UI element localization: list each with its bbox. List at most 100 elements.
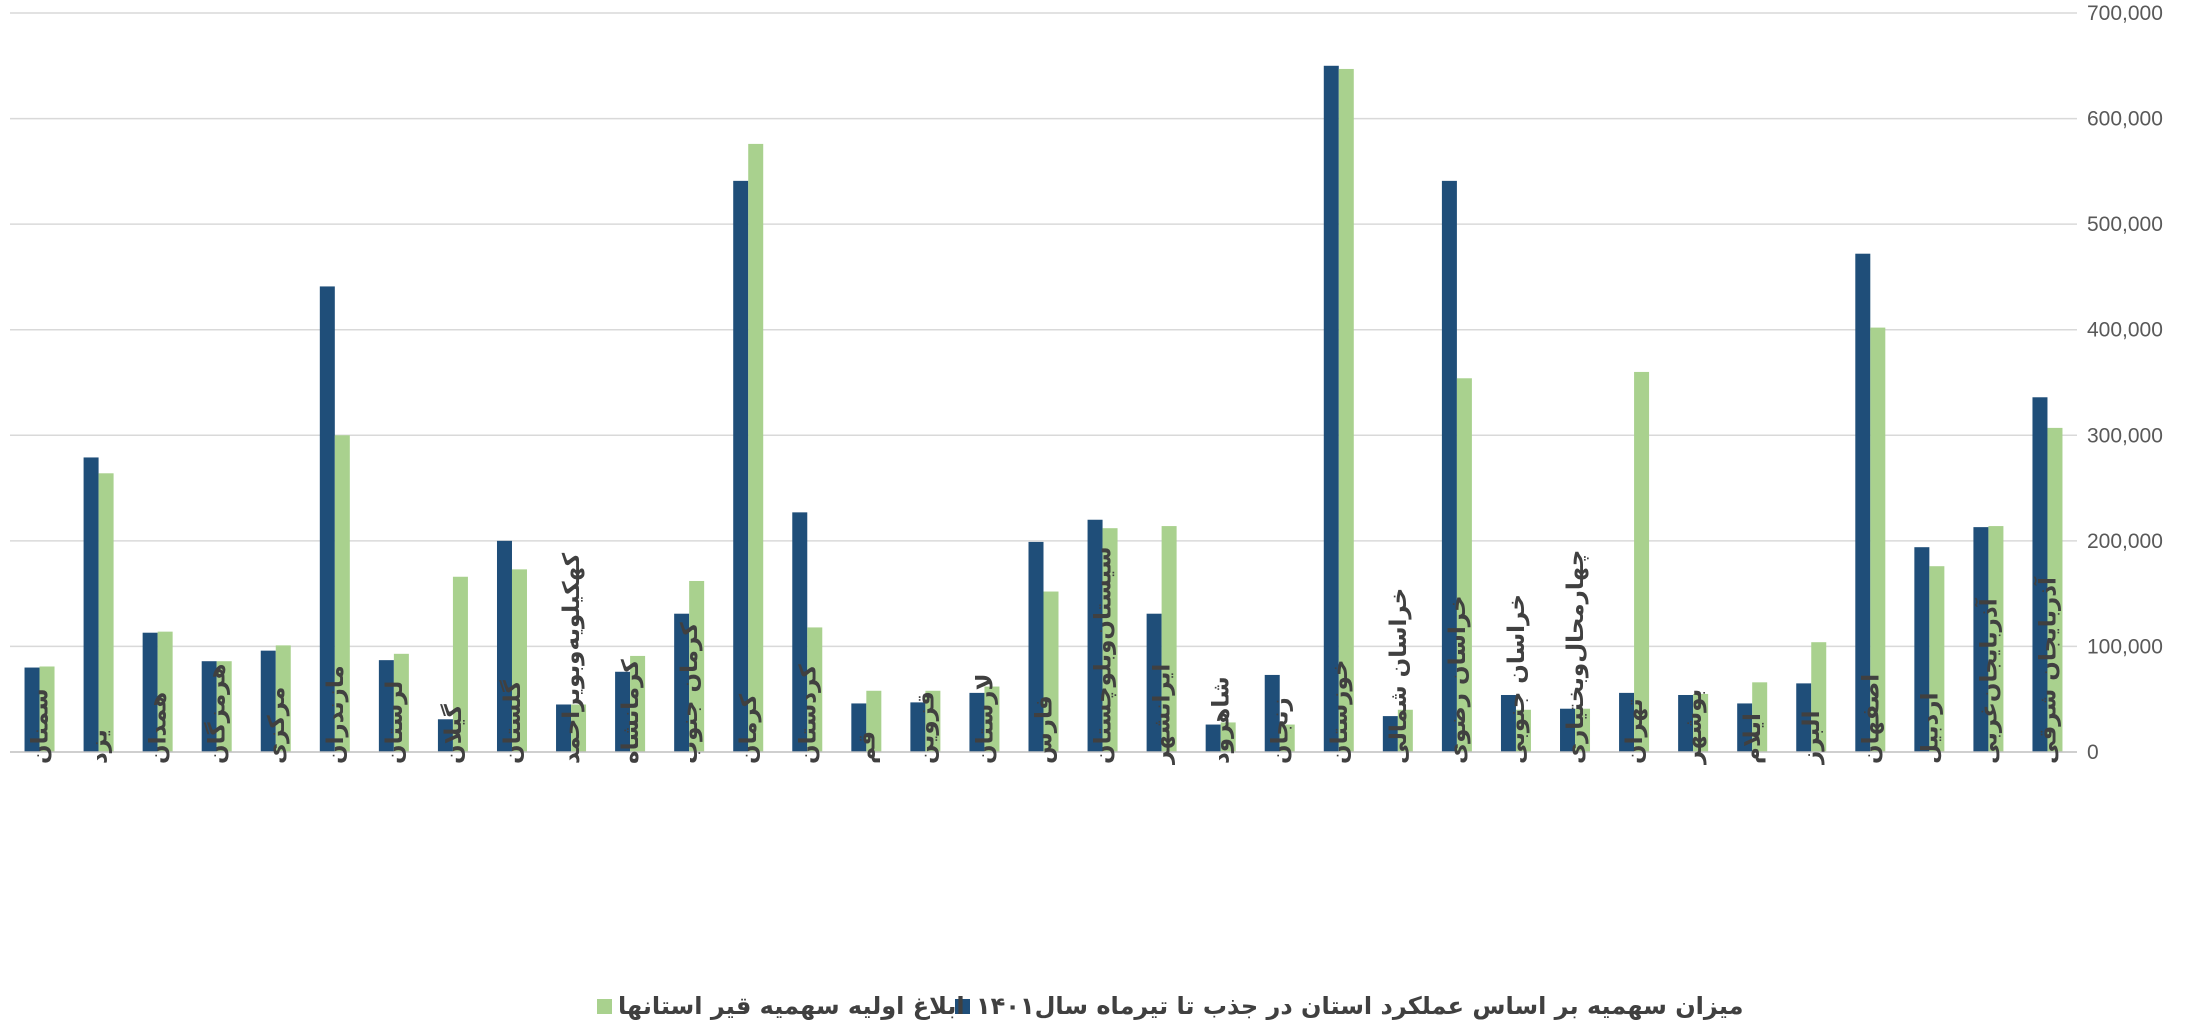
- bar-series-2: [571, 704, 587, 752]
- bar-series-2: [39, 666, 55, 752]
- bar-series-1: [556, 704, 572, 752]
- legend-swatch-series-2: [597, 999, 612, 1014]
- bar-series-1: [201, 661, 217, 752]
- bar-series-2: [1397, 709, 1413, 752]
- x-tick-label: تهران: [1622, 698, 1648, 764]
- bar-series-1: [1737, 703, 1753, 752]
- bar-series-1: [260, 650, 276, 752]
- bar-series-1: [1264, 674, 1280, 752]
- legend-swatch-series-1: [955, 999, 970, 1014]
- legend: میزان سهمیه بر اساس عملکرد استان در جذب …: [597, 992, 1743, 1020]
- y-tick-label: 300,000: [2087, 424, 2163, 447]
- x-tick-label: سمنان: [28, 688, 54, 764]
- bar-series-1: [969, 692, 985, 752]
- bar-series-2: [1515, 709, 1531, 752]
- bar-series-1: [1560, 708, 1576, 752]
- bar-series-2: [1279, 724, 1295, 752]
- bar-series-1: [851, 703, 867, 752]
- bar-series-1: [1087, 519, 1103, 752]
- x-tick-label: کرمان: [736, 693, 762, 764]
- bar-series-1: [142, 632, 158, 752]
- y-tick-label: 0: [2087, 741, 2099, 764]
- y-tick-label: 200,000: [2087, 530, 2163, 553]
- bar-series-2: [1043, 591, 1059, 752]
- bar-series-1: [496, 540, 512, 752]
- bar-series-1: [1323, 65, 1339, 753]
- x-tick-label: لرستان: [382, 681, 408, 764]
- x-tick-label: شاهرود: [1209, 676, 1235, 764]
- bar-series-2: [452, 576, 468, 752]
- bar-series-1: [1855, 253, 1871, 752]
- bar-series-1: [733, 180, 749, 752]
- x-tick-label: سیستان‌وبلوچستان: [1091, 547, 1117, 764]
- bar-series-2: [1161, 526, 1177, 752]
- bar-series-1: [1441, 180, 1457, 752]
- x-tick-label: خراسان شمالی: [1386, 588, 1412, 764]
- bar-series-2: [1811, 642, 1827, 752]
- bar-series-1: [378, 660, 394, 752]
- x-tick-label: خراسان جنوبی: [1504, 594, 1530, 764]
- legend-item-series-2: ابلاغ اولیه سهمیه قیر استانها: [597, 992, 965, 1020]
- bar-series-2: [925, 690, 941, 752]
- bar-series-2: [157, 631, 173, 752]
- x-tick-label: زنجان: [1268, 697, 1294, 764]
- bar-series-1: [1973, 527, 1989, 752]
- bar-series-2: [866, 690, 882, 752]
- bar-series-2: [1634, 371, 1650, 752]
- bar-series-2: [748, 143, 764, 752]
- bar-series-1: [1382, 716, 1398, 752]
- x-tick-label: قم: [854, 731, 880, 764]
- x-tick-label: کهکیلویه‌وبویراحمد: [559, 552, 585, 764]
- bar-series-1: [319, 286, 335, 752]
- bar-series-1: [1146, 613, 1162, 752]
- gridlines: [10, 12, 2077, 648]
- x-tick-label: آذربایجان‌غربی: [1973, 597, 2002, 764]
- bar-series-1: [792, 512, 808, 752]
- legend-label-series-1: میزان سهمیه بر اساس عملکرد استان در جذب …: [976, 992, 1743, 1020]
- x-tick-label: آذربایجان شرقی: [2032, 576, 2061, 764]
- y-tick-label: 700,000: [2087, 2, 2163, 25]
- x-tick-label: هرمزگان: [204, 664, 231, 764]
- x-tick-label: خوزستان: [1327, 659, 1353, 764]
- bar-series-1: [437, 719, 453, 752]
- y-tick-label: 100,000: [2087, 635, 2163, 658]
- bar-series-2: [984, 686, 1000, 752]
- x-tick-label: گیلان: [440, 704, 467, 764]
- bar-series-2: [630, 655, 646, 752]
- bar-series-1: [2032, 397, 2048, 752]
- bar-series-2: [1338, 68, 1354, 752]
- x-tick-label: چهارمحال‌وبختیاری: [1563, 550, 1589, 764]
- x-tick-label: یزد: [87, 729, 113, 764]
- bar-series-2: [1456, 378, 1472, 752]
- x-tick-label: فارس: [1032, 695, 1058, 764]
- x-tick-label: کرمان جنوب: [677, 622, 703, 764]
- bar-series-2: [334, 435, 350, 752]
- bar-series-1: [1678, 694, 1694, 752]
- bar-series-2: [98, 473, 114, 752]
- bars: [24, 65, 2063, 753]
- bar-series-1: [1796, 683, 1812, 752]
- bar-series-1: [1500, 694, 1516, 752]
- bar-series-2: [1870, 327, 1886, 752]
- x-tick-label: لارستان: [972, 673, 998, 764]
- x-tick-label: مازندران: [323, 665, 349, 764]
- bar-series-2: [216, 661, 232, 752]
- bar-series-1: [615, 671, 631, 752]
- legend-item-series-1: میزان سهمیه بر اساس عملکرد استان در جذب …: [955, 992, 1743, 1020]
- x-tick-label: کردستان: [795, 664, 821, 764]
- bar-series-1: [1619, 692, 1635, 752]
- x-tick-label: ایلام: [1740, 713, 1766, 764]
- x-axis-labels: سمنان یزد همدان هرمزگان مرکزی مازندران لرستان گ…: [28, 547, 2062, 765]
- bar-series-2: [1988, 526, 2004, 752]
- y-axis-ticks: 0 100,000 200,000 300,000 400,000 500,000 600,…: [2087, 2, 2163, 764]
- y-tick-label: 500,000: [2087, 213, 2163, 236]
- bar-series-2: [1693, 693, 1709, 752]
- y-tick-label: 400,000: [2087, 319, 2163, 342]
- bar-series-2: [807, 627, 823, 752]
- bar-series-2: [1102, 528, 1118, 752]
- bar-series-1: [24, 667, 40, 752]
- bar-series-1: [1914, 547, 1930, 752]
- bar-series-1: [1205, 724, 1221, 752]
- bar-series-2: [275, 645, 291, 752]
